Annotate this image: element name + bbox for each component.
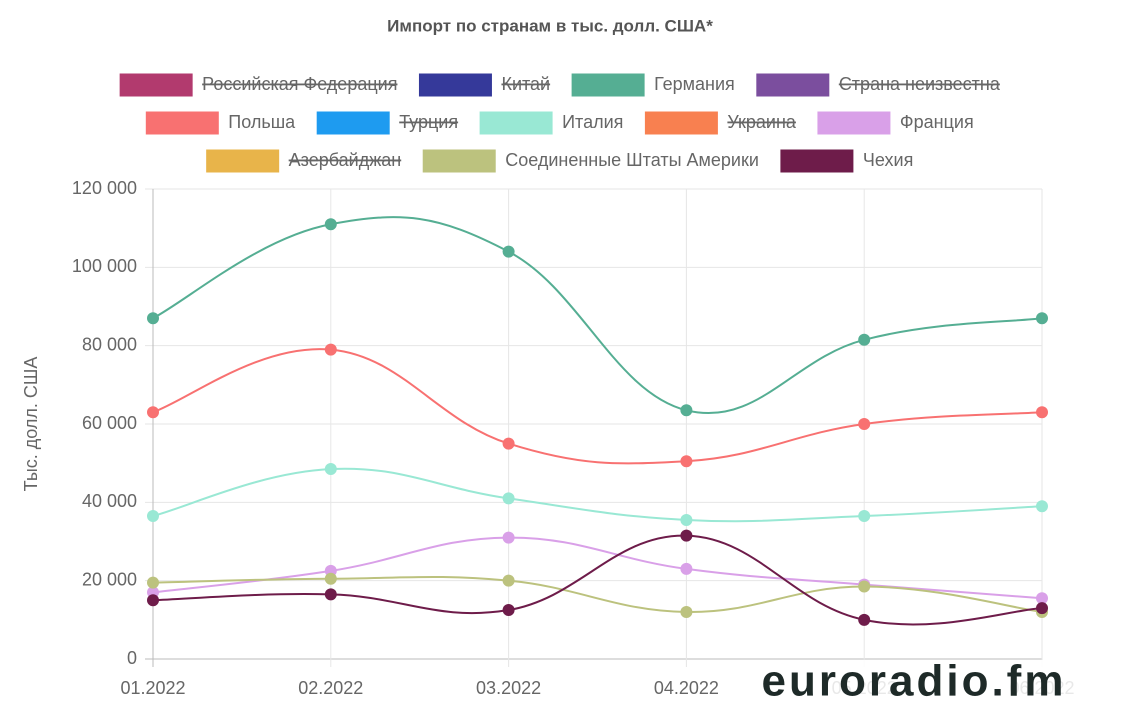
data-point [147,576,159,589]
legend-swatch [817,111,891,135]
legend-label: Польша [228,112,296,132]
data-point [147,594,159,607]
legend-label: Германия [654,74,735,94]
data-point [680,404,693,417]
data-point [502,604,515,617]
watermark: euroradio.fm [762,657,1067,706]
y-tick-label: 40 000 [82,491,137,511]
data-point [680,529,693,542]
data-point [147,510,159,523]
legend-swatch [418,73,492,97]
legend-row: Польша Турция Италия Украина Франция [145,111,974,135]
data-point [324,343,337,356]
data-point [1036,312,1048,325]
legend-label: Турция [399,112,458,132]
y-tick-label: 80 000 [82,334,137,354]
watermark-bg [722,660,1107,706]
chart-title: Импорт по странам в тыс. долл. США* [387,16,713,35]
data-point [858,510,871,523]
legend-label: Франция [900,112,974,132]
legend-swatch [780,149,854,173]
x-tick-label: 04.2022 [654,678,719,698]
data-point [1036,592,1048,605]
x-tick-label: 01.2022 [120,678,185,698]
data-point [858,580,871,593]
legend-row: Российская Федерация Китай Германия Страна … [119,73,1001,97]
y-axis-title: Тыс. долл. США [21,357,41,492]
legend-label: Азербайджан [289,150,402,170]
series-line [152,534,1043,626]
y-tick-label: 60 000 [82,413,137,433]
data-point [147,312,159,325]
data-point [502,245,515,258]
data-point [502,437,515,450]
legend-swatch [119,73,193,97]
legend-label: Российская Федерация [202,74,397,94]
data-point [1036,500,1048,513]
legend-swatch [571,73,645,97]
legend-swatch [479,111,553,135]
data-point [324,463,337,476]
data-point [858,613,871,626]
y-tick-label: 120 000 [72,178,137,198]
legend-label: Чехия [863,150,913,170]
data-point [147,406,159,419]
data-point [680,562,693,575]
legend-swatch [644,111,718,135]
series-line [152,216,1043,415]
y-tick-label: 0 [127,648,137,668]
legend-label: Китай [501,74,550,94]
data-point [324,218,337,231]
legend-swatch [316,111,390,135]
data-point [680,606,693,618]
y-tick-label: 100 000 [72,256,137,276]
x-tick-label: 02.2022 [298,678,363,698]
legend-row: Азербайджан Соединенные Штаты Америки Чехи… [206,149,913,173]
series-line [152,575,1043,614]
legend-swatch [756,73,830,97]
data-point [858,333,871,346]
data-point [324,572,337,585]
data-point [502,531,515,544]
data-point [1036,602,1048,615]
data-point [680,513,693,526]
legend-swatch [145,111,219,135]
data-point [1036,406,1048,419]
data-point [502,492,515,505]
data-point [324,588,337,601]
series-line [152,348,1043,465]
x-tick-label: 03.2022 [476,678,541,698]
data-point [680,455,693,468]
legend-label: Италия [562,112,623,132]
legend-swatch [422,149,496,173]
legend-swatch [206,149,280,173]
legend-label: Соединенные Штаты Америки [505,150,759,170]
data-point [858,418,871,430]
data-point [502,574,515,587]
legend-label: Украина [727,112,797,132]
series-line [152,467,1043,523]
y-tick-label: 20 000 [82,569,137,589]
legend-label: Страна неизвестна [839,74,1001,94]
